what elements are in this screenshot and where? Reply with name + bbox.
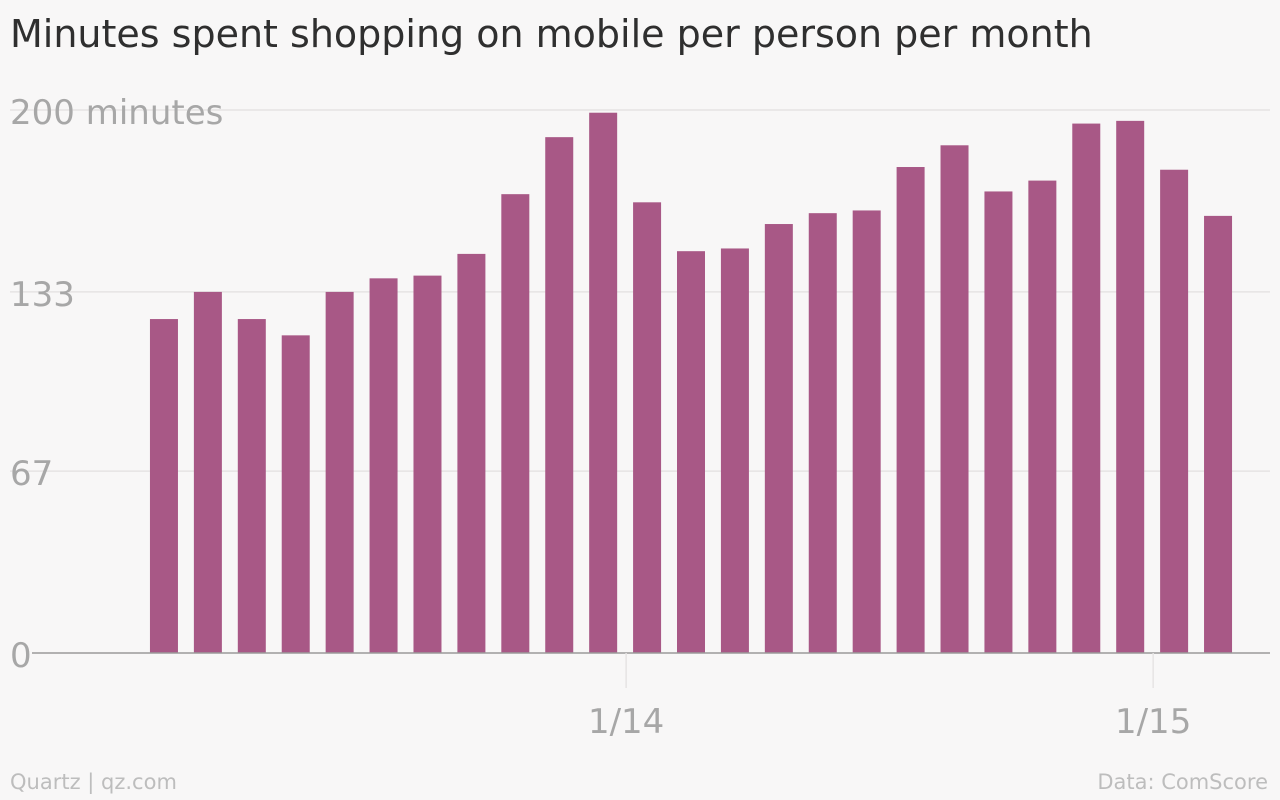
chart-title: Minutes spent shopping on mobile per per…	[10, 12, 1093, 56]
bar	[808, 213, 837, 654]
bar	[193, 291, 222, 653]
bar	[1028, 180, 1057, 653]
bar	[633, 202, 662, 653]
bar	[501, 194, 530, 654]
y-tick-label: 0	[10, 636, 32, 676]
y-tick-label: 67	[10, 454, 53, 494]
bar	[325, 291, 354, 653]
x-tick-label: 1/14	[588, 702, 664, 742]
bar	[852, 210, 881, 653]
bar	[1204, 215, 1233, 653]
bar	[1116, 120, 1145, 654]
bar	[940, 145, 969, 654]
tick-labels: 200 minutes 133 67 0 1/14 1/15	[10, 93, 1191, 742]
bar	[1160, 169, 1189, 654]
footer-data-source: Data: ComScore	[1097, 770, 1268, 794]
axes	[32, 652, 1270, 688]
x-tick-label: 1/15	[1115, 702, 1191, 742]
bar	[149, 319, 178, 653]
bar	[457, 253, 486, 653]
bar	[545, 137, 574, 653]
bar	[896, 167, 925, 653]
bar	[764, 224, 793, 653]
bar	[589, 112, 618, 654]
footer-source-credit: Quartz | qz.com	[10, 770, 177, 794]
y-tick-label: 133	[10, 275, 75, 315]
bar	[720, 248, 749, 653]
bar	[369, 278, 398, 653]
bar	[984, 191, 1013, 653]
bars	[149, 112, 1233, 654]
bar	[413, 275, 442, 653]
bar	[1072, 123, 1101, 653]
bar	[237, 319, 266, 653]
bar	[677, 251, 705, 653]
bar	[281, 335, 310, 653]
y-tick-label: 200 minutes	[10, 93, 223, 133]
